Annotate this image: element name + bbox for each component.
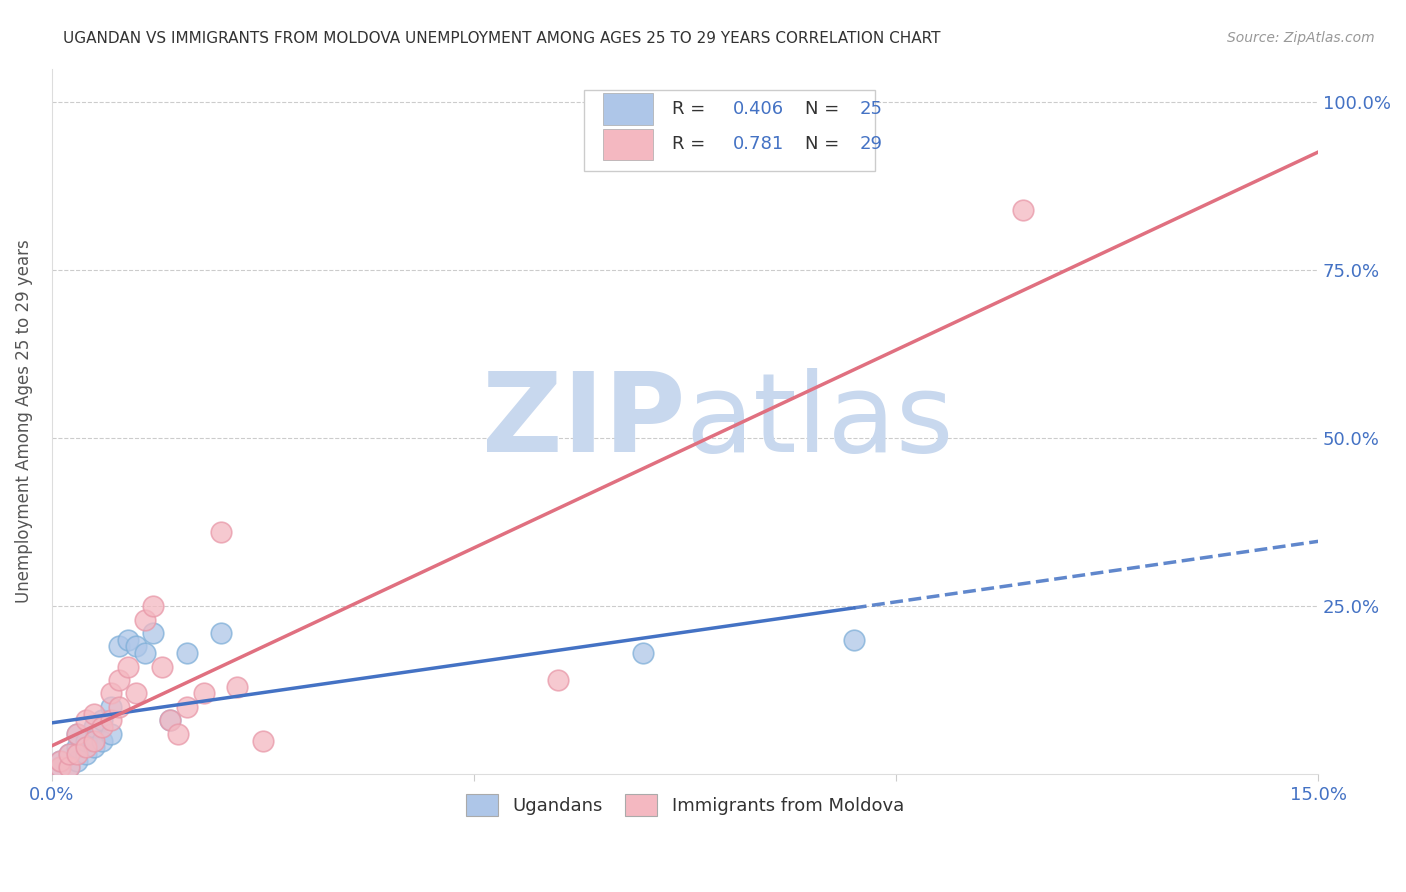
- Point: [83, 706, 105, 721]
- Point: [108, 700, 131, 714]
- Point: [167, 727, 190, 741]
- Point: [100, 700, 122, 714]
- Point: [108, 640, 131, 654]
- Point: [108, 673, 131, 687]
- Text: R =: R =: [672, 100, 711, 118]
- Point: [547, 673, 569, 687]
- Point: [58, 760, 80, 774]
- Text: N =: N =: [806, 136, 845, 153]
- Text: 0.406: 0.406: [733, 100, 785, 118]
- Point: [100, 686, 122, 700]
- Legend: Ugandans, Immigrants from Moldova: Ugandans, Immigrants from Moldova: [457, 785, 912, 825]
- Point: [209, 626, 232, 640]
- Point: [75, 747, 97, 761]
- Point: [125, 686, 148, 700]
- Point: [49, 754, 72, 768]
- Text: R =: R =: [672, 136, 717, 153]
- Point: [75, 714, 97, 728]
- Point: [1011, 202, 1033, 217]
- Point: [134, 646, 156, 660]
- Point: [193, 686, 215, 700]
- Point: [83, 740, 105, 755]
- Text: N =: N =: [806, 100, 845, 118]
- Text: Source: ZipAtlas.com: Source: ZipAtlas.com: [1227, 31, 1375, 45]
- Text: atlas: atlas: [685, 368, 953, 475]
- Point: [66, 754, 89, 768]
- Point: [100, 714, 122, 728]
- Point: [49, 760, 72, 774]
- Point: [134, 613, 156, 627]
- Point: [49, 754, 72, 768]
- Point: [117, 659, 139, 673]
- Point: [252, 733, 274, 747]
- Point: [91, 720, 114, 734]
- Y-axis label: Unemployment Among Ages 25 to 29 years: Unemployment Among Ages 25 to 29 years: [15, 239, 32, 603]
- Point: [91, 733, 114, 747]
- Point: [150, 659, 173, 673]
- Text: 0.781: 0.781: [733, 136, 785, 153]
- Point: [159, 714, 181, 728]
- Text: ZIP: ZIP: [482, 368, 685, 475]
- Point: [66, 740, 89, 755]
- FancyBboxPatch shape: [583, 90, 875, 171]
- Point: [91, 714, 114, 728]
- Point: [83, 733, 105, 747]
- FancyBboxPatch shape: [603, 93, 654, 125]
- Point: [631, 646, 654, 660]
- Point: [100, 727, 122, 741]
- Point: [49, 760, 72, 774]
- Point: [117, 632, 139, 647]
- Point: [159, 714, 181, 728]
- Text: UGANDAN VS IMMIGRANTS FROM MOLDOVA UNEMPLOYMENT AMONG AGES 25 TO 29 YEARS CORREL: UGANDAN VS IMMIGRANTS FROM MOLDOVA UNEMP…: [63, 31, 941, 46]
- Point: [209, 525, 232, 540]
- Point: [142, 626, 165, 640]
- Point: [75, 740, 97, 755]
- Point: [842, 632, 865, 647]
- Point: [125, 640, 148, 654]
- Point: [58, 747, 80, 761]
- Point: [176, 646, 198, 660]
- Point: [66, 727, 89, 741]
- Point: [66, 747, 89, 761]
- Text: 25: 25: [859, 100, 883, 118]
- Point: [142, 599, 165, 614]
- Point: [66, 727, 89, 741]
- FancyBboxPatch shape: [603, 128, 654, 161]
- Point: [75, 733, 97, 747]
- Point: [226, 680, 249, 694]
- Point: [176, 700, 198, 714]
- Text: 29: 29: [859, 136, 883, 153]
- Point: [58, 760, 80, 774]
- Point: [58, 747, 80, 761]
- Point: [83, 720, 105, 734]
